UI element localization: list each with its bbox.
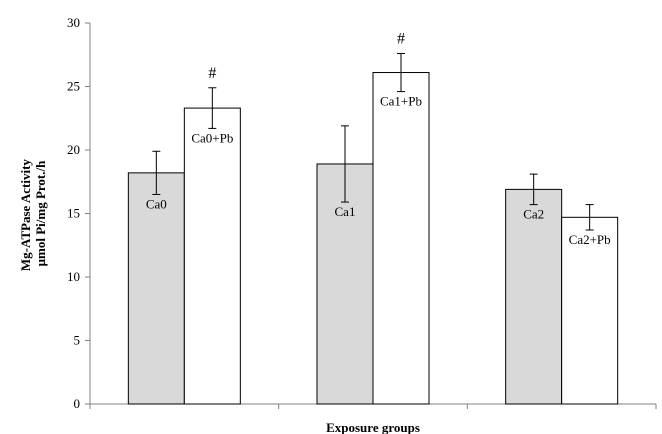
- y-axis: 0 5 10 15 20 25 30: [67, 15, 91, 411]
- x-axis-title: Exposure groups: [326, 420, 420, 434]
- bar: [316, 163, 374, 405]
- bar-label: Ca1+Pb: [380, 94, 422, 109]
- y-tick-label: 30: [67, 15, 80, 30]
- y-tick-label: 10: [67, 269, 80, 284]
- y-axis-title-line-1: Mg-ATPase Activity: [18, 159, 33, 272]
- y-axis-title: Mg-ATPase Activity μmol Pi/mg Prot./h: [18, 156, 48, 271]
- bar: [127, 172, 185, 405]
- significance-marker: #: [397, 30, 405, 47]
- bar-label: Ca0+Pb: [191, 130, 233, 145]
- bar-label: Ca2: [523, 207, 544, 222]
- bar-label: Ca2+Pb: [569, 232, 611, 247]
- bar-label: Ca0: [146, 196, 167, 211]
- bar-label: Ca1: [335, 204, 356, 219]
- y-tick-label: 20: [67, 142, 80, 157]
- y-tick-label: 25: [67, 79, 80, 94]
- bar: [505, 188, 563, 405]
- y-tick-label: 5: [74, 333, 81, 348]
- bar: [183, 107, 241, 405]
- bars: Ca0 Ca0+Pb # Ca1 Ca1+Pb # Ca2 Ca2+Pb: [127, 30, 619, 405]
- x-axis: [89, 403, 657, 409]
- y-axis-title-line-2: μmol Pi/mg Prot./h: [33, 160, 48, 266]
- y-tick-label: 15: [67, 206, 80, 221]
- bar: [372, 72, 430, 405]
- y-tick-label: 0: [74, 396, 81, 411]
- significance-marker: #: [208, 65, 216, 82]
